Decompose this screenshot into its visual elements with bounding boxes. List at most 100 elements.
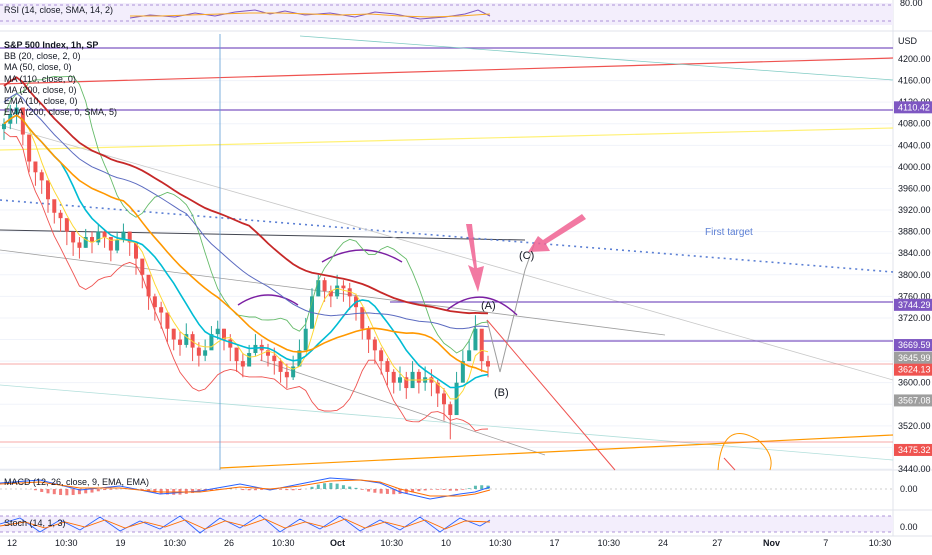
macd-bar xyxy=(72,489,75,495)
indicator-ma200[interactable]: MA (200, close, 0) xyxy=(4,85,117,96)
macd-bar xyxy=(468,488,471,489)
x-tick-label: 10:30 xyxy=(597,538,620,548)
macd-bar xyxy=(34,489,37,490)
macd-bar xyxy=(436,489,439,490)
macd-bar xyxy=(47,489,50,493)
price-tag: 3475.32 xyxy=(894,444,932,456)
x-tick-label: 27 xyxy=(712,538,722,548)
y-tick-label: 3960.00 xyxy=(898,183,931,193)
y-tick-label: 4000.00 xyxy=(898,162,931,172)
macd-bar xyxy=(342,485,345,489)
indicator-ma110[interactable]: MA (110, close, 0) xyxy=(4,74,117,85)
macd-bar xyxy=(336,484,339,489)
macd-bar xyxy=(386,489,389,494)
macd-bar xyxy=(285,489,288,490)
macd-bar xyxy=(311,487,314,489)
wave-b-label: (B) xyxy=(494,387,509,399)
x-tick-label: 10:30 xyxy=(489,538,512,548)
macd-bar xyxy=(59,489,62,495)
price-tag-text: 3744.29 xyxy=(898,300,931,310)
macd-bar xyxy=(185,489,188,494)
x-tick-label: 12 xyxy=(7,538,17,548)
price-tag-text: 3645.99 xyxy=(898,353,931,363)
x-tick-label: 17 xyxy=(549,538,559,548)
macd-bar xyxy=(443,489,446,490)
macd-level-zero: 0.00 xyxy=(900,484,918,494)
indicator-bb[interactable]: BB (20, close, 2, 0) xyxy=(4,51,117,62)
indicator-ema10[interactable]: EMA (10, close, 0) xyxy=(4,96,117,107)
y-tick-label: 3920.00 xyxy=(898,205,931,215)
price-tag-text: 3567.08 xyxy=(898,395,931,405)
macd-bar xyxy=(361,489,364,490)
price-tag: 3624.13 xyxy=(894,364,932,376)
macd-bar xyxy=(474,486,477,489)
x-tick-label: 10:30 xyxy=(869,538,892,548)
price-tag: 3567.08 xyxy=(894,394,932,406)
y-tick-label: 4040.00 xyxy=(898,140,931,150)
indicator-ma50[interactable]: MA (50, close, 0) xyxy=(4,62,117,73)
macd-bar xyxy=(53,489,56,494)
price-tag-text: 3624.13 xyxy=(898,365,931,375)
macd-bar xyxy=(91,489,94,493)
price-tag: 4110.42 xyxy=(894,101,932,113)
stoch-legend: Stoch (14, 1, 3) xyxy=(4,518,66,528)
macd-bar xyxy=(367,489,370,492)
y-tick-label: 4200.00 xyxy=(898,54,931,64)
macd-bar xyxy=(430,489,433,490)
macd-bar xyxy=(248,489,251,490)
x-tick-label: 19 xyxy=(115,538,125,548)
macd-bar xyxy=(380,489,383,494)
rsi-level-80: 80.00 xyxy=(900,0,923,8)
macd-bar xyxy=(323,483,326,489)
x-tick-label: 10:30 xyxy=(55,538,78,548)
macd-bar xyxy=(260,489,263,490)
y-tick-label: 3440.00 xyxy=(898,464,931,474)
stoch-pane: 0.00 xyxy=(0,515,918,533)
macd-bar xyxy=(292,489,295,490)
macd-bar xyxy=(65,489,68,495)
macd-bar xyxy=(417,489,420,491)
y-tick-label: 4080.00 xyxy=(898,119,931,129)
indicator-ema200[interactable]: EMA (200, close, 0, SMA, 5) xyxy=(4,107,117,118)
x-tick-label: 10:30 xyxy=(272,538,295,548)
wave-c-label: (C) xyxy=(519,250,534,262)
macd-bar xyxy=(97,489,100,491)
y-tick-label: 3720.00 xyxy=(898,313,931,323)
price-tag-text: 4110.42 xyxy=(898,102,930,112)
y-tick-label: 3880.00 xyxy=(898,227,931,237)
macd-bar xyxy=(449,489,452,491)
macd-bar xyxy=(329,483,332,489)
rsi-pane: 80.00 xyxy=(0,0,923,25)
macd-bar xyxy=(348,487,351,489)
x-tick-label: 10:30 xyxy=(380,538,403,548)
macd-bar xyxy=(103,489,106,490)
price-tag-text: 3669.59 xyxy=(898,340,931,350)
rsi-legend: RSI (14, close, SMA, 14, 2) xyxy=(4,5,113,15)
macd-bar xyxy=(424,489,427,490)
macd-legend: MACD (12, 26, close, 9, EMA, EMA) xyxy=(4,477,149,487)
y-tick-label: 3840.00 xyxy=(898,248,931,258)
macd-bar xyxy=(40,489,43,492)
x-tick-label: Nov xyxy=(763,538,780,548)
y-tick-label: 3800.00 xyxy=(898,270,931,280)
first-target-label: First target xyxy=(705,227,753,238)
wave-a-label: (A) xyxy=(481,300,496,312)
y-tick-label: 4160.00 xyxy=(898,76,931,86)
x-tick-label: 7 xyxy=(823,538,828,548)
x-tick-label: Oct xyxy=(330,538,345,548)
y-tick-label: 3600.00 xyxy=(898,378,931,388)
x-tick-label: 10:30 xyxy=(163,538,186,548)
macd-bar xyxy=(254,489,257,490)
price-tag: 3645.99 xyxy=(894,352,932,364)
x-tick-label: 24 xyxy=(658,538,668,548)
price-tag: 3669.59 xyxy=(894,339,932,351)
macd-bar xyxy=(109,489,112,490)
price-legend: S&P 500 Index, 1h, SP BB (20, close, 2, … xyxy=(4,40,117,118)
macd-bar xyxy=(317,485,320,489)
symbol-title: S&P 500 Index, 1h, SP xyxy=(4,40,117,51)
currency-label: USD xyxy=(898,36,918,46)
price-tag: 3744.29 xyxy=(894,299,932,311)
macd-bar xyxy=(455,489,458,491)
